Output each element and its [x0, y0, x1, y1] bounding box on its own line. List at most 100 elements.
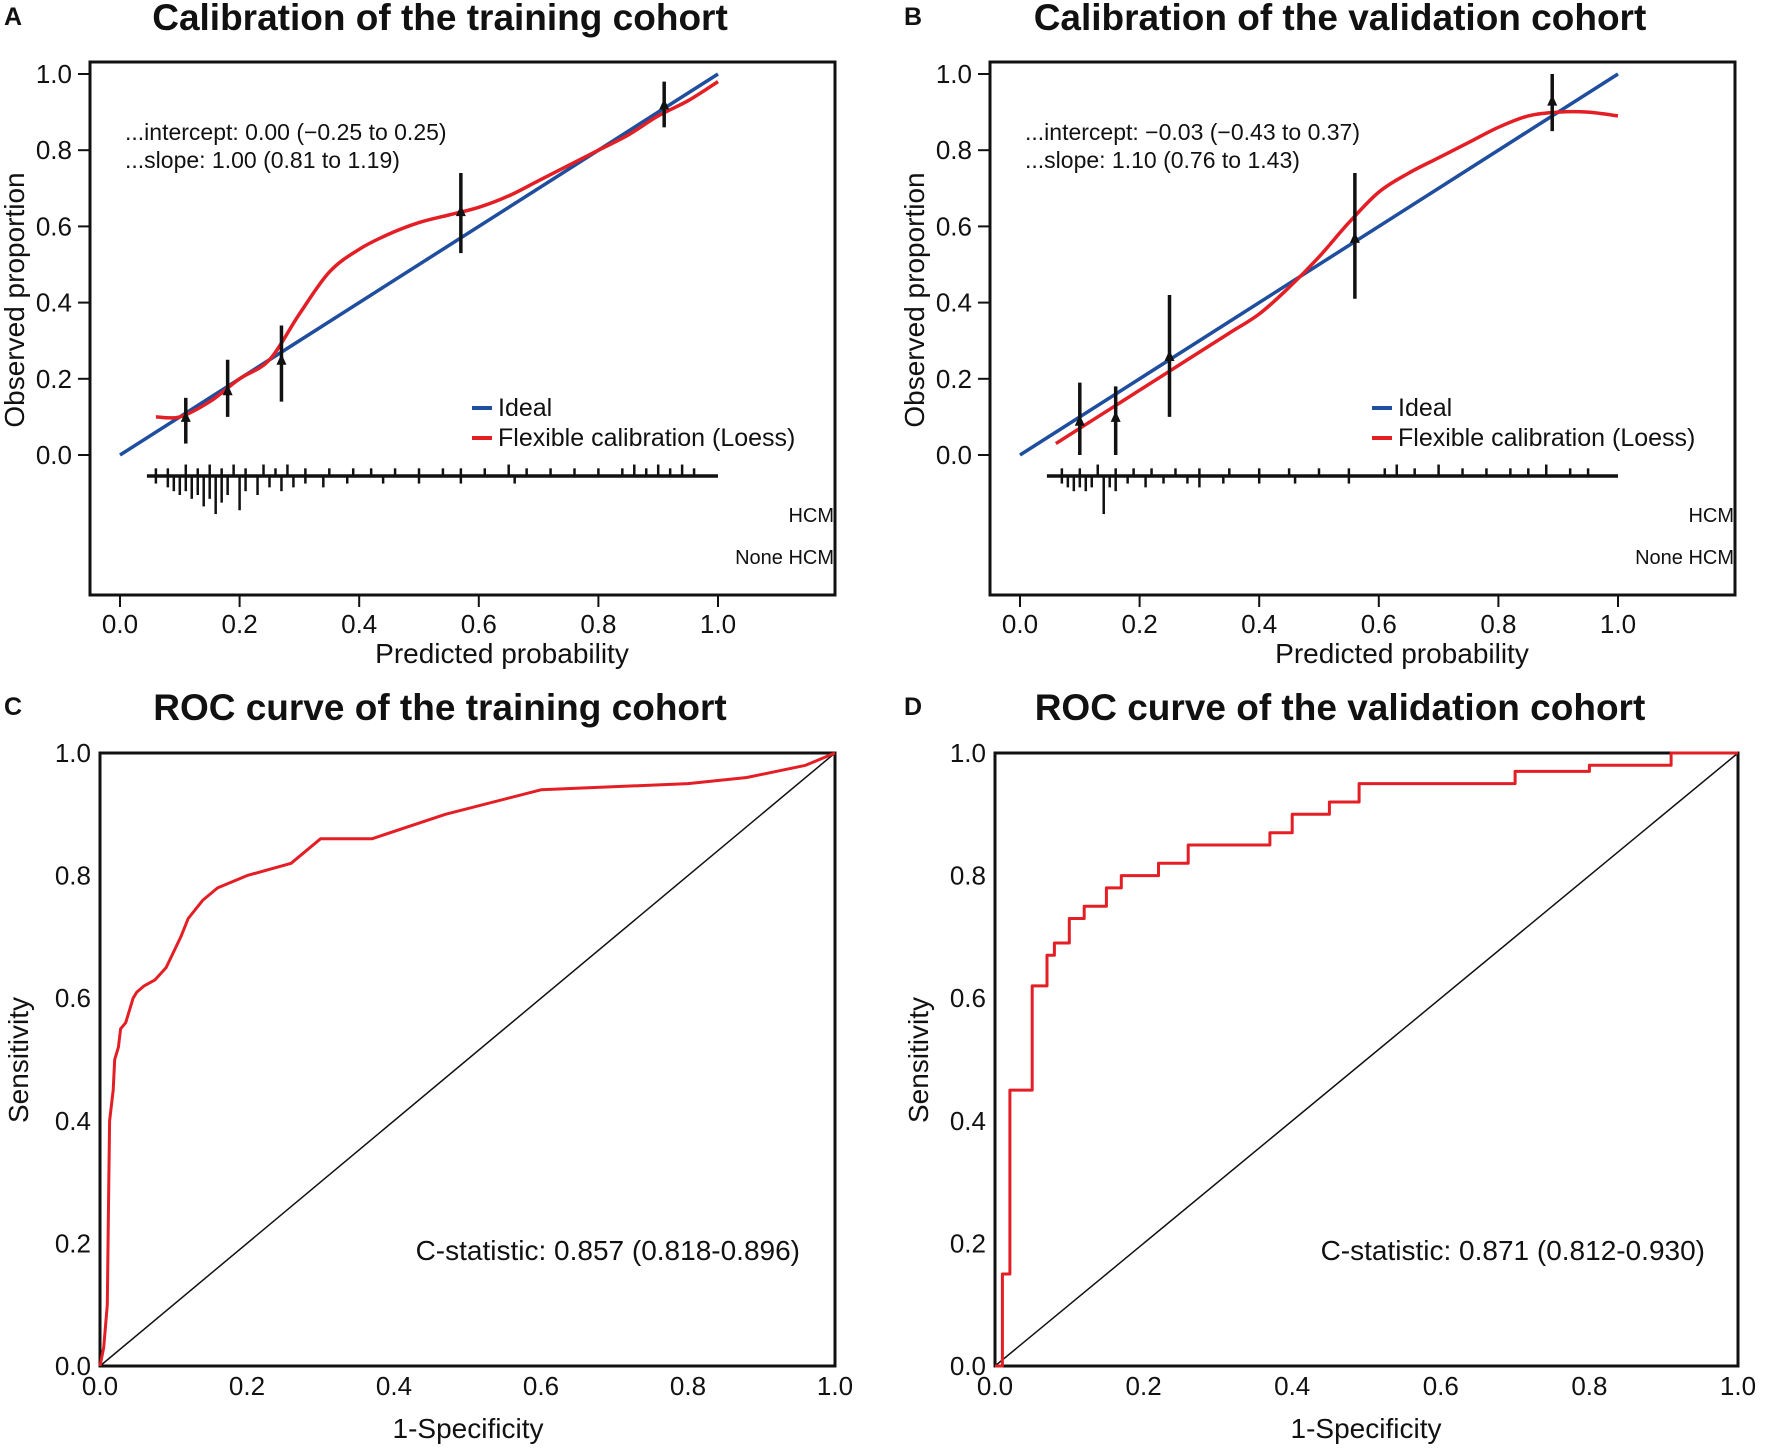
loess-curve — [155, 80, 719, 420]
x-tick-label: 0.6 — [1361, 609, 1397, 639]
x-tick-label: 1.0 — [1600, 609, 1636, 639]
chart-title: ROC curve of the validation cohort — [1035, 690, 1646, 728]
axes: 0.0 0.2 0.4 0.6 0.8 1.0 0.0 0.2 0.4 0.6 0.8 1.0 — [936, 59, 1636, 639]
ideal-line — [1019, 72, 1619, 457]
y-tick-label: 0.2 — [936, 364, 972, 394]
panel-b: B Calibration of the validation cohort 0… — [899, 0, 1772, 685]
y-tick-label: 0.2 — [36, 364, 72, 394]
loess-curve — [1054, 109, 1619, 446]
x-tick-label: 0.2 — [229, 1371, 265, 1401]
roc-chart-validation: D ROC curve of the validation cohort 0.0… — [903, 687, 1756, 1444]
x-tick-label: 0.2 — [222, 609, 258, 639]
panel-a: A Calibration of the training cohort 0.0… — [0, 0, 880, 685]
slope-annotation: ...slope: 1.00 (0.81 to 1.19) — [125, 147, 400, 173]
group-point — [1349, 231, 1360, 243]
roc-curve-path — [98, 751, 836, 1367]
x-tick-label: 1.0 — [700, 609, 736, 639]
ideal-line — [119, 72, 719, 457]
x-tick-label: 0.4 — [1274, 1371, 1310, 1401]
group-point — [659, 98, 670, 110]
y-tick-label: 0.4 — [55, 1106, 91, 1136]
group-estimates — [1074, 74, 1558, 455]
rug-label-top: HCM — [788, 505, 834, 527]
loess-curve-path — [1054, 109, 1619, 446]
x-tick-label: 1.0 — [1720, 1371, 1756, 1401]
rug-plot — [1046, 464, 1618, 515]
y-tick-label: 0.0 — [55, 1351, 91, 1381]
x-tick-label: 0.8 — [1480, 609, 1516, 639]
x-axis-label: Predicted probability — [375, 638, 629, 669]
x-tick-label: 0.0 — [1002, 609, 1038, 639]
calibration-chart-training: A Calibration of the training cohort 0.0… — [0, 0, 837, 669]
intercept-annotation: ...intercept: −0.03 (−0.43 to 0.37) — [1025, 119, 1360, 145]
x-tick-label: 0.0 — [82, 1371, 118, 1401]
panel-letter: B — [904, 3, 922, 31]
plot-frame — [88, 60, 837, 597]
legend-loess-label: Flexible calibration (Loess) — [1398, 424, 1695, 452]
y-tick-label: 1.0 — [936, 59, 972, 89]
x-axis-label: 1-Specificity — [393, 1413, 544, 1444]
x-axis-label: 1-Specificity — [1291, 1413, 1442, 1444]
roc-chart-training: C ROC curve of the training cohort 0.0 0.… — [3, 687, 853, 1444]
y-tick-label: 0.6 — [36, 211, 72, 241]
rug-label-top: HCM — [1688, 505, 1734, 527]
y-tick-label: 0.8 — [936, 135, 972, 165]
legend-loess-label: Flexible calibration (Loess) — [498, 424, 795, 452]
intercept-annotation: ...intercept: 0.00 (−0.25 to 0.25) — [125, 119, 447, 145]
roc-curve — [98, 751, 836, 1367]
y-tick-label: 0.8 — [950, 861, 986, 891]
y-tick-label: 1.0 — [950, 738, 986, 768]
ideal-line-path — [119, 72, 719, 457]
reference-diagonal-path — [99, 752, 836, 1367]
y-tick-label: 0.8 — [55, 861, 91, 891]
group-point — [1547, 94, 1558, 106]
plot-frame — [993, 751, 1740, 1368]
ideal-line-path — [1019, 72, 1619, 457]
rug-plot — [146, 464, 718, 515]
y-tick-label: 0.4 — [36, 288, 72, 318]
y-tick-label: 0.6 — [936, 211, 972, 241]
y-tick-label: 0.4 — [936, 288, 972, 318]
loess-curve-path — [155, 80, 719, 420]
y-tick-label: 0.8 — [36, 135, 72, 165]
panel-c: C ROC curve of the training cohort 0.0 0.… — [0, 687, 880, 1455]
y-tick-label: 0.0 — [936, 440, 972, 470]
x-tick-label: 0.0 — [977, 1371, 1013, 1401]
x-tick-label: 0.4 — [1241, 609, 1277, 639]
y-tick-label: 0.0 — [36, 440, 72, 470]
group-point — [455, 205, 466, 217]
x-tick-label: 0.6 — [461, 609, 497, 639]
x-tick-label: 0.6 — [1423, 1371, 1459, 1401]
x-tick-label: 0.4 — [341, 609, 377, 639]
y-axis-label: Observed proportion — [900, 172, 930, 427]
group-point — [276, 353, 287, 365]
group-estimates — [180, 81, 670, 444]
c-statistic: C-statistic: 0.871 (0.812-0.930) — [1321, 1235, 1705, 1266]
group-point — [222, 384, 233, 396]
roc-curve-path — [995, 751, 1738, 1368]
group-point — [180, 410, 191, 422]
chart-title: Calibration of the training cohort — [152, 0, 728, 38]
axes: 0.0 0.2 0.4 0.6 0.8 1.0 0.0 0.2 0.4 0.6 0.8 1.0 — [950, 738, 1756, 1401]
y-tick-label: 0.2 — [55, 1228, 91, 1258]
y-tick-label: 1.0 — [55, 738, 91, 768]
y-tick-label: 0.6 — [950, 983, 986, 1013]
x-tick-label: 0.8 — [1571, 1371, 1607, 1401]
x-tick-label: 1.0 — [817, 1371, 853, 1401]
y-axis-label: Sensitivity — [903, 997, 934, 1123]
panel-d: D ROC curve of the validation cohort 0.0… — [900, 687, 1772, 1455]
axes: 0.0 0.2 0.4 0.6 0.8 1.0 0.0 0.2 0.4 0.6 0.8 1.0 — [36, 59, 736, 639]
group-point — [1110, 410, 1121, 422]
plot-frame — [988, 60, 1737, 597]
x-tick-label: 0.6 — [523, 1371, 559, 1401]
legend-ideal-label: Ideal — [498, 394, 552, 422]
chart-title: ROC curve of the training cohort — [153, 690, 727, 728]
x-tick-label: 0.8 — [580, 609, 616, 639]
reference-diagonal — [994, 752, 1739, 1367]
axes: 0.0 0.2 0.4 0.6 0.8 1.0 0.0 0.2 0.4 0.6 0.8 1.0 — [55, 738, 853, 1401]
calibration-chart-validation: B Calibration of the validation cohort 0… — [899, 0, 1737, 669]
x-axis-label: Predicted probability — [1275, 638, 1529, 669]
y-tick-label: 0.4 — [950, 1106, 986, 1136]
y-tick-label: 0.6 — [55, 983, 91, 1013]
slope-annotation: ...slope: 1.10 (0.76 to 1.43) — [1025, 147, 1300, 173]
